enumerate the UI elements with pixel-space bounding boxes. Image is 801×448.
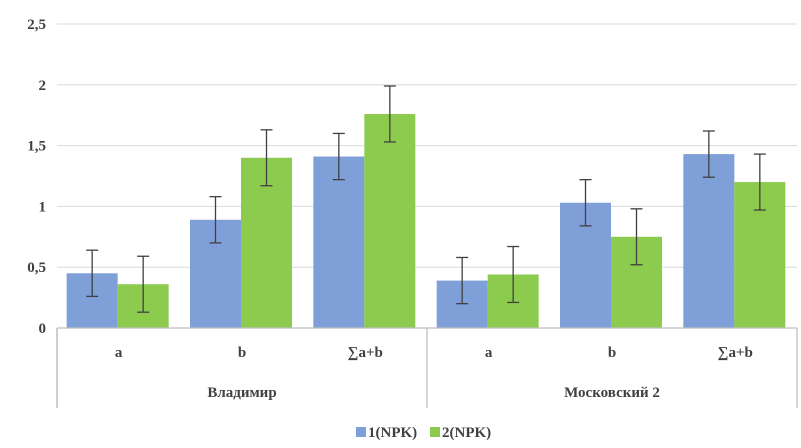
legend-swatch-2 [430,427,440,437]
error-bars [86,85,766,313]
x-tick-label: ∑a+b [718,345,753,361]
bar-2-3 [364,113,416,328]
gridlines [57,23,797,268]
x-axis: a b ∑a+b Владимир a b ∑a+b Московский 2 [56,327,798,408]
group-label: Владимир [207,385,276,401]
legend-label-1: 1(NPK) [368,425,417,441]
legend: 1(NPK) 2(NPK) [356,425,491,441]
bars [66,113,786,328]
legend-label-2: 2(NPK) [442,425,491,441]
y-tick-label: 1 [39,199,47,215]
y-axis-ticks: 0 0,5 1 1,5 2 2,5 [27,17,46,337]
group-label: Московский 2 [564,385,660,401]
x-tick-label: b [238,345,246,361]
y-tick-label: 1,5 [27,139,46,155]
y-tick-label: 0,5 [27,260,46,276]
y-tick-label: 2,5 [27,17,46,33]
x-tick-label: b [608,345,616,361]
x-tick-label: a [115,345,123,361]
y-tick-label: 2 [39,78,47,94]
legend-swatch-1 [356,427,366,437]
x-tick-label: ∑a+b [348,345,383,361]
x-tick-label: a [485,345,493,361]
bar-1-3 [313,156,365,328]
y-tick-label: 0 [39,321,47,337]
bar-1-6 [683,154,735,328]
